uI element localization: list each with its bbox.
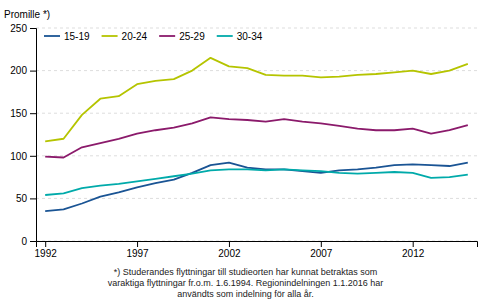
chart-container: 1992 1997 2002 2007 2012 0 50 100 150 200 250 Promi… (0, 0, 491, 303)
grid (36, 28, 477, 241)
x-tick-mark (137, 241, 138, 247)
y-tick-label: 250 (10, 23, 27, 34)
legend-item: 20-24 (102, 31, 148, 42)
x-tick-mark (45, 241, 46, 247)
legend-label: 20-24 (122, 31, 148, 42)
page: {"chart_data": { "type": "line", "y_labe… (0, 0, 491, 303)
x-axis-line (37, 242, 478, 248)
series-line (45, 117, 468, 157)
y-tick-mark (30, 71, 36, 72)
plot-area (45, 58, 468, 211)
grid-line (36, 28, 477, 29)
legend-swatch (159, 35, 175, 37)
footnote-line: varaktiga flyttningar fr.o.m. 1.6.1994. … (108, 278, 384, 288)
chart-svg: 1992 1997 2002 2007 2012 0 50 100 150 200 250 Promi… (0, 0, 491, 303)
y-tick-mark (30, 113, 36, 114)
x-axis: 1992 1997 2002 2007 2012 (35, 241, 478, 259)
x-tick-label: 2012 (402, 248, 425, 259)
x-tick-mark (321, 241, 322, 247)
legend-item: 15-19 (44, 31, 90, 42)
x-tick-mark (413, 241, 414, 247)
y-tick: 150 (10, 108, 36, 119)
legend-label: 30-34 (237, 31, 263, 42)
y-tick: 50 (16, 193, 36, 204)
legend-item: 30-34 (217, 31, 263, 42)
footnote-line: *) Studerandes flyttningar till studieor… (114, 267, 378, 277)
y-tick-mark (30, 28, 36, 29)
footnote-line: användts som indelning för alla år. (177, 289, 314, 299)
x-tick: 1997 (126, 241, 149, 259)
x-tick-mark (229, 241, 230, 247)
y-axis-label: Promille *) (4, 9, 50, 20)
legend-swatch (217, 35, 233, 37)
y-tick: 250 (10, 23, 36, 34)
x-tick: 2007 (310, 241, 333, 259)
legend-item: 25-29 (159, 31, 205, 42)
y-tick-label: 200 (10, 65, 27, 76)
legend: 15-19 20-24 25-29 30-34 (44, 31, 263, 42)
y-tick: 100 (10, 151, 36, 162)
y-tick-label: 50 (16, 193, 28, 204)
y-tick-label: 100 (10, 151, 27, 162)
grid-line (36, 155, 477, 156)
y-tick-mark (30, 156, 36, 157)
series-line (45, 169, 468, 195)
y-tick-label: 0 (21, 236, 27, 247)
y-axis: 0 50 100 150 200 250 (10, 23, 36, 247)
y-tick-mark (30, 198, 36, 199)
series-line (45, 163, 468, 212)
y-tick-label: 150 (10, 108, 27, 119)
x-tick-label: 1992 (35, 248, 58, 259)
x-tick: 1992 (35, 241, 58, 259)
legend-swatch (44, 35, 60, 37)
legend-label: 15-19 (64, 31, 90, 42)
grid-line (36, 113, 477, 114)
y-tick-mark (30, 241, 36, 242)
legend-label: 25-29 (179, 31, 205, 42)
y-tick: 0 (21, 236, 36, 247)
y-tick: 200 (10, 65, 36, 76)
x-tick-label: 1997 (126, 248, 149, 259)
footnote: *) Studerandes flyttningar till studieor… (108, 267, 384, 299)
y-axis-line (30, 29, 37, 242)
legend-swatch (102, 35, 118, 37)
x-tick: 2002 (218, 241, 241, 259)
x-tick-label: 2002 (218, 248, 241, 259)
grid-line (36, 198, 477, 199)
x-tick: 2012 (402, 241, 425, 259)
x-tick-label: 2007 (310, 248, 333, 259)
